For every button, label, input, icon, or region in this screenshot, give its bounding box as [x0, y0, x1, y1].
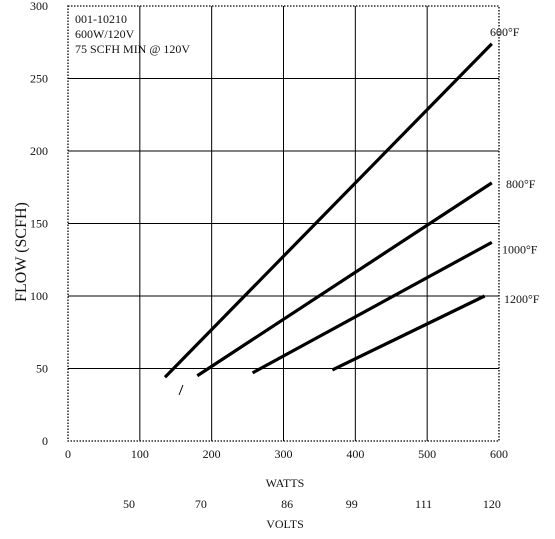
chart-axes: [67, 5, 500, 442]
x-tick-label-watts: 400: [346, 447, 364, 461]
x-tick-label-watts: 200: [203, 447, 221, 461]
y-tick-label: 100: [30, 289, 48, 303]
x-tick-label-watts: 600: [490, 447, 508, 461]
x-tick-label-watts: 300: [275, 447, 293, 461]
stray-mark: [178, 384, 184, 396]
plot-frame: [67, 5, 500, 442]
series-line: [163, 42, 493, 379]
series-label: 600°F: [490, 25, 520, 39]
annotation-min-flow: 75 SCFH MIN @ 120V: [75, 42, 190, 56]
series-label: 800°F: [506, 177, 536, 191]
y-tick-label: 0: [42, 434, 48, 448]
y-tick-label: 50: [36, 362, 48, 376]
x-tick-label-volts: 99: [346, 497, 358, 511]
x-axis-label-watts: WATTS: [266, 476, 305, 490]
x-tick-label-volts: 111: [415, 497, 432, 511]
annotation-part-number: 001-10210: [75, 12, 127, 26]
x-tick-label-volts: 70: [195, 497, 207, 511]
x-tick-label-volts: 50: [123, 497, 135, 511]
chart-series-lines: 600°F 800°F 1000°F 1200°F: [163, 25, 540, 379]
y-tick-label: 300: [30, 0, 48, 13]
chart-annotation-block: 001-10210 600W/120V 75 SCFH MIN @ 120V: [75, 12, 190, 56]
x-tick-label-volts: 120: [483, 497, 501, 511]
series-label: 1000°F: [502, 242, 538, 256]
x-axis-label-volts: VOLTS: [266, 517, 304, 531]
x-tick-label-watts: 500: [418, 447, 436, 461]
chart-tick-labels: 0 50 100 150 200 250 300 0 100 200 300 400 500 600 50 7…: [30, 0, 508, 511]
series-line: [251, 240, 493, 375]
series-label: 1200°F: [504, 292, 540, 306]
x-tick-label-volts: 86: [281, 497, 293, 511]
y-tick-label: 150: [30, 217, 48, 231]
chart-grid: [68, 6, 499, 441]
y-axis-label: FLOW (SCFH): [13, 202, 30, 302]
annotation-rating: 600W/120V: [75, 27, 135, 41]
y-tick-label: 250: [30, 72, 48, 86]
series-line: [196, 181, 493, 378]
y-tick-label: 200: [30, 144, 48, 158]
series-line: [331, 294, 486, 372]
x-tick-label-watts: 100: [131, 447, 149, 461]
x-tick-label-watts: 0: [65, 447, 71, 461]
